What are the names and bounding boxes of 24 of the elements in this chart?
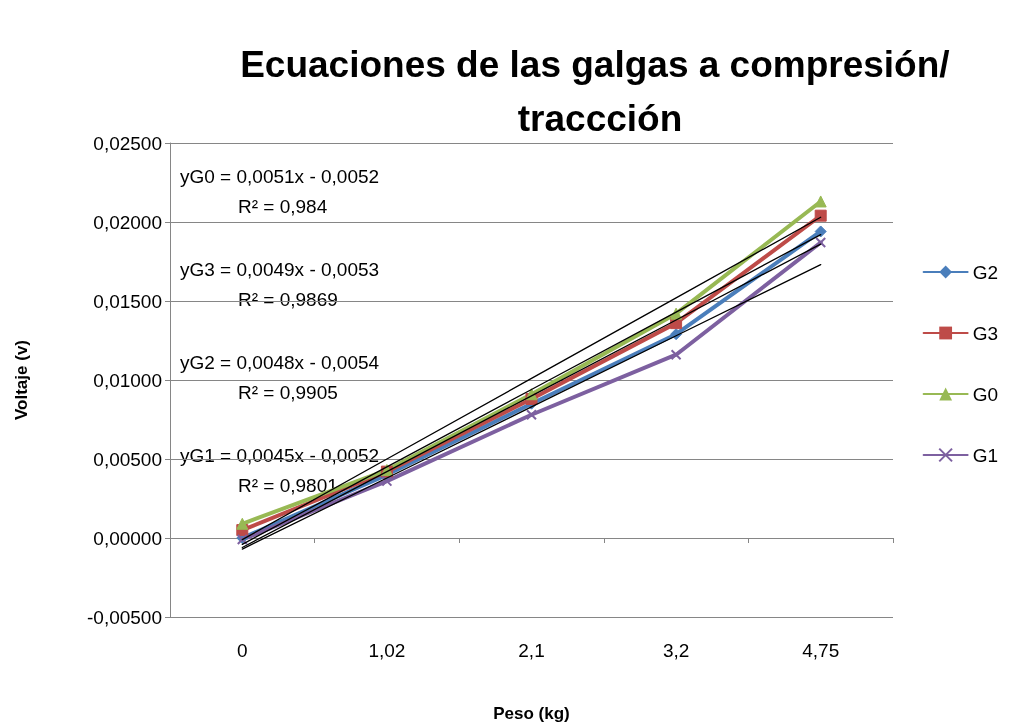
- legend-label: G0: [972, 383, 999, 405]
- y-tick-label: 0,00500: [93, 448, 162, 470]
- x-tick-label: 3,2: [662, 640, 690, 661]
- y-tick-label: -0,00500: [86, 606, 162, 628]
- x-tick-label: 4,75: [802, 640, 840, 661]
- x-tick-label: 2,1: [518, 640, 545, 661]
- annotation: yG0 = 0,0051x - 0,0052: [180, 166, 380, 187]
- legend-label: G1: [972, 444, 999, 466]
- y-tick-label: 0,00000: [93, 527, 162, 549]
- y-tick-label: 0,01000: [93, 369, 162, 391]
- y-tick-label: 0,02500: [93, 132, 162, 154]
- y-tick-label: 0,02000: [93, 211, 162, 233]
- annotation: yG3 = 0,0049x - 0,0053: [180, 259, 380, 280]
- x-tick-label: 0: [237, 640, 248, 661]
- annotation: yG2 = 0,0048x - 0,0054: [180, 352, 380, 373]
- y-axis-title: Voltaje (v): [12, 340, 31, 420]
- y-tick-label: 0,01500: [93, 290, 162, 312]
- annotation: R² = 0,984: [238, 196, 328, 217]
- chart-title: Ecuaciones de las galgas a compresión/ traccción: [240, 43, 960, 139]
- x-axis-title: Peso (kg): [493, 704, 570, 723]
- legend-label: G3: [972, 322, 999, 344]
- x-tick-label: 1,02: [368, 640, 406, 661]
- legend-label: G2: [972, 261, 999, 283]
- annotation: R² = 0,9905: [238, 382, 338, 403]
